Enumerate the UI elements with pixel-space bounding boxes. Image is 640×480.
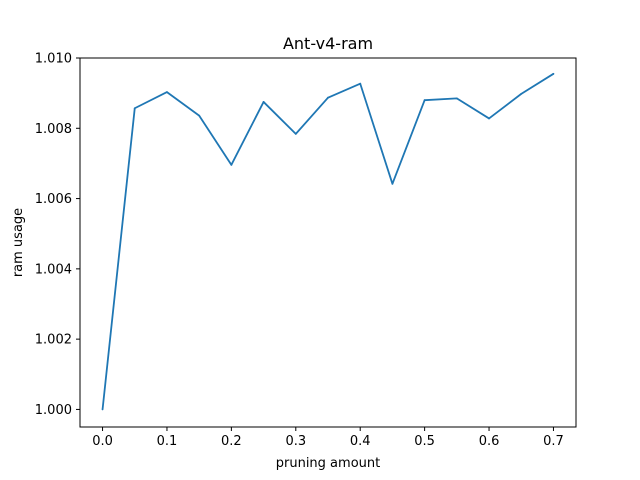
data-point [488,117,490,120]
y-tick-label: 1.004 [35,262,72,277]
x-tick-label: 0.7 [543,434,564,449]
data-point [455,97,458,100]
data-point [391,182,394,185]
axes-frame [79,57,577,428]
y-tick-label: 1.010 [35,52,72,67]
x-tick-label: 0.1 [157,434,178,449]
data-point [262,101,265,103]
y-axis: 1.000 1.002 1.004 1.006 1.008 1.010 [35,52,80,418]
plot-area [101,72,555,411]
chart-title: Ant-v4-ram [283,34,373,53]
data-point [423,99,426,102]
data-point [133,107,136,110]
y-tick-label: 1.002 [35,333,72,348]
data-point [294,133,297,135]
data-point [327,96,329,99]
data-point [552,72,555,75]
x-tick-label: 0.0 [92,434,113,449]
data-point [359,82,362,85]
x-tick-label: 0.6 [479,434,500,449]
data-point [198,114,201,117]
data-point [520,92,523,95]
y-tick-label: 1.000 [35,403,72,418]
y-tick-label: 1.008 [35,122,72,137]
x-axis-label: pruning amount [276,456,380,471]
x-tick-label: 0.5 [414,434,435,449]
x-tick-label: 0.4 [350,434,371,449]
x-axis: 0.0 0.1 0.2 0.3 0.4 0.5 0.6 0.7 [92,427,564,449]
x-tick-label: 0.2 [221,434,242,449]
data-point [166,91,168,93]
y-tick-label: 1.006 [35,192,72,207]
x-tick-label: 0.3 [285,434,306,449]
data-point [230,163,233,166]
data-point [101,408,104,411]
y-axis-label: ram usage [11,208,26,277]
